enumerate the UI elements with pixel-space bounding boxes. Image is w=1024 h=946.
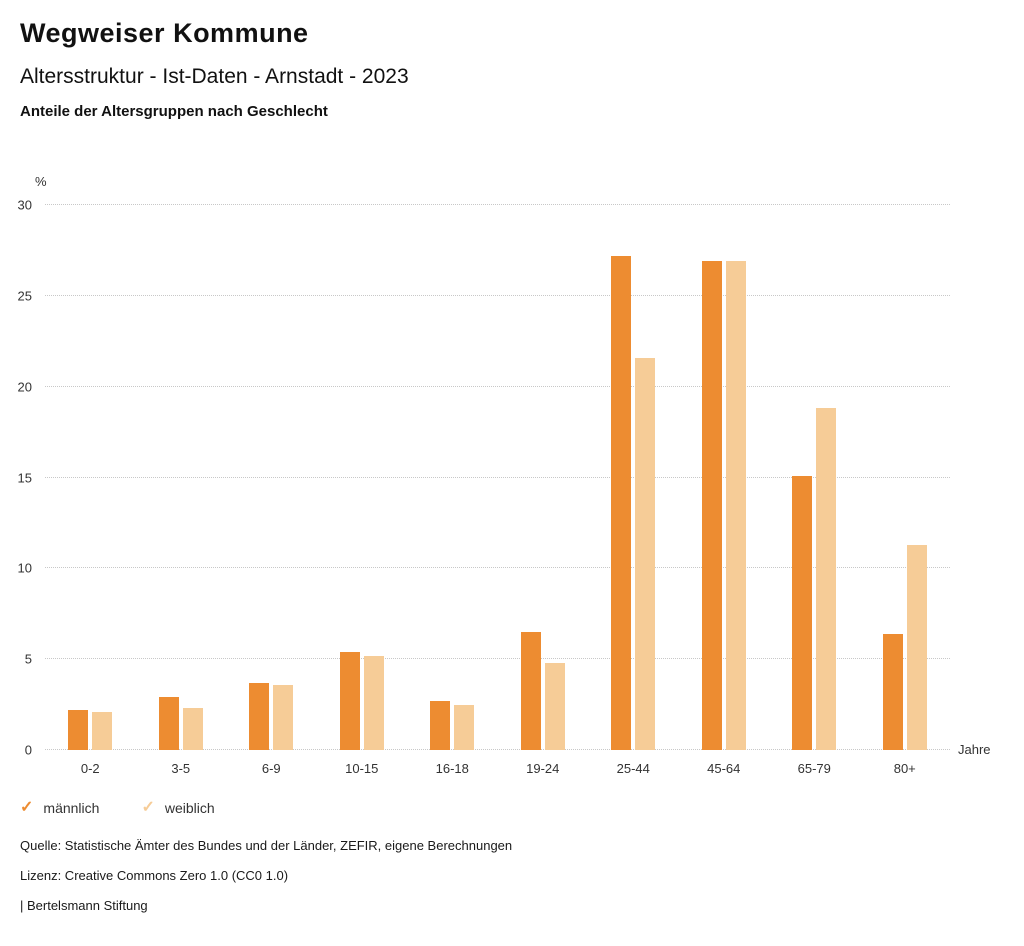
y-tick-label: 5: [24, 651, 32, 667]
bar-weiblich: [816, 408, 837, 750]
y-tick-label: 0: [24, 742, 32, 758]
y-tick-label: 25: [17, 288, 32, 304]
gridline: 5: [25, 652, 950, 667]
chart-title: Anteile der Altersgruppen nach Geschlech…: [20, 103, 328, 120]
category-group: 80+: [882, 205, 927, 776]
x-tick-label: 10-15: [345, 761, 379, 776]
bar-weiblich: [92, 711, 113, 750]
footer: Quelle: Statistische Ämter des Bundes un…: [20, 838, 1004, 913]
x-tick-label: 65-79: [797, 761, 831, 776]
bar-maennlich: [158, 697, 179, 750]
x-tick-label: 0-2: [80, 761, 100, 776]
bar-maennlich: [520, 631, 541, 750]
x-tick-label: 16-18: [435, 761, 469, 776]
bar-maennlich: [792, 475, 813, 750]
bar-weiblich: [273, 684, 294, 750]
x-tick-label: 6-9: [261, 761, 281, 776]
category-group: 19-24: [520, 205, 565, 776]
gridline: 0: [25, 743, 950, 758]
x-axis-unit-label: Jahre: [958, 742, 991, 757]
gridline: 10: [18, 561, 950, 576]
source-note: Quelle: Statistische Ämter des Bundes un…: [20, 838, 513, 853]
category-group: 45-64: [701, 205, 746, 776]
y-tick-label: 30: [17, 197, 32, 213]
category-group: 0-2: [68, 205, 113, 776]
bar-groups: 0-2 3-5 6-9 10-15 16-18 19-24 25-44 45-64 65-79 8…: [45, 205, 950, 776]
legend-check-icon: ✓: [141, 799, 155, 816]
plot-area: 0 5 10 15 20 25 30 0-2 3-5 6-9 10-15 16-18 19-24 25-4…: [18, 198, 950, 776]
bar-maennlich: [339, 651, 360, 750]
gridline: 25: [18, 288, 950, 303]
bar-weiblich: [363, 655, 384, 750]
bar-maennlich: [249, 682, 270, 750]
bar-maennlich: [611, 255, 632, 750]
x-tick-label: 25-44: [616, 761, 650, 776]
bar-maennlich: [68, 710, 89, 750]
license-note: Lizenz: Creative Commons Zero 1.0 (CC0 1…: [20, 868, 289, 883]
app-title: Wegweiser Kommune: [20, 18, 309, 48]
category-group: 65-79: [792, 205, 837, 776]
category-group: 6-9: [249, 205, 294, 776]
legend-item-maennlich: ✓ männlich: [20, 799, 100, 817]
bar-weiblich: [182, 708, 203, 750]
bar-maennlich: [430, 700, 451, 750]
y-tick-label: 10: [17, 560, 32, 576]
category-group: 25-44: [611, 205, 656, 776]
y-tick-label: 20: [17, 379, 32, 395]
legend-item-weiblich: ✓ weiblich: [141, 799, 215, 817]
x-tick-label: 19-24: [526, 761, 560, 776]
category-group: 10-15: [339, 205, 384, 776]
bar-weiblich: [544, 662, 565, 750]
bar-maennlich: [882, 633, 903, 750]
attribution-note: | Bertelsmann Stiftung: [20, 898, 148, 913]
gridline: 20: [18, 379, 950, 394]
gridline: 30: [18, 198, 950, 213]
x-tick-label: 80+: [893, 761, 916, 776]
bar-chart: % 0 5 10 15 20 25 30 0-2 3-5 6-9 10-15 16-18 19-24 25…: [18, 174, 991, 776]
category-group: 3-5: [158, 205, 203, 776]
y-tick-label: 15: [17, 470, 32, 485]
legend-label: weiblich: [164, 800, 215, 816]
bar-weiblich: [906, 544, 927, 750]
chart-legend: ✓ männlich ✓ weiblich: [20, 799, 1004, 817]
page-subtitle: Altersstruktur - Ist-Daten - Arnstadt - …: [20, 65, 409, 88]
gridline: 15: [18, 470, 950, 485]
legend-label: männlich: [43, 800, 100, 816]
category-group: 16-18: [430, 205, 475, 776]
x-tick-label: 45-64: [707, 761, 741, 776]
y-axis-unit-label: %: [35, 174, 47, 189]
legend-check-icon: ✓: [20, 799, 34, 816]
bar-maennlich: [701, 261, 722, 750]
bar-weiblich: [454, 704, 475, 750]
bar-weiblich: [725, 261, 746, 750]
bar-weiblich: [635, 357, 656, 750]
x-tick-label: 3-5: [171, 761, 191, 776]
